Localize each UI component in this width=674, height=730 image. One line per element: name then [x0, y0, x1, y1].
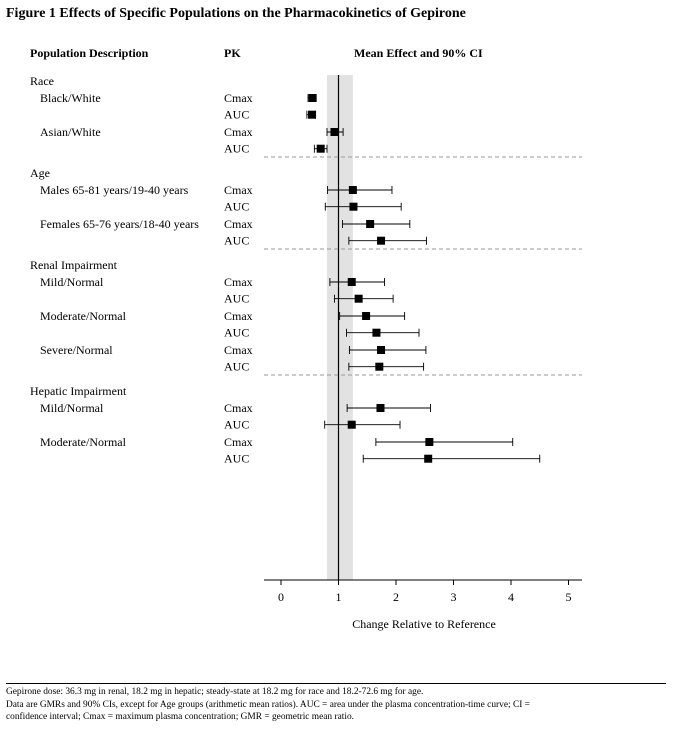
pk-label: Cmax	[224, 217, 253, 231]
pk-label: Cmax	[224, 435, 253, 449]
subgroup-label: Moderate/Normal	[40, 309, 127, 323]
point-estimate	[372, 328, 381, 337]
header-pk: PK	[224, 46, 241, 60]
point-estimate	[354, 294, 363, 303]
forest-plot: Population Description PK Mean Effect and …	[30, 46, 582, 631]
subgroup-label: Males 65-81 years/19-40 years	[40, 183, 189, 197]
pk-label: Cmax	[224, 91, 253, 105]
x-tick-label: 1	[336, 590, 342, 604]
point-estimate	[347, 278, 356, 286]
pk-label: AUC	[224, 418, 249, 432]
pk-label: Cmax	[224, 125, 253, 139]
point-estimate	[366, 220, 375, 228]
footnote-data: Data are GMRs and 90% CIs, except for Ag…	[6, 700, 530, 710]
point-estimate	[424, 454, 433, 463]
footnote-dose: Gepirone dose: 36.3 mg in renal, 18.2 mg…	[6, 687, 424, 697]
subgroup-label: Severe/Normal	[40, 343, 113, 357]
x-tick-label: 2	[393, 590, 399, 604]
point-estimate	[349, 202, 358, 211]
point-estimate	[316, 144, 325, 153]
point-estimate	[425, 438, 434, 446]
x-axis-label: Change Relative to Reference	[352, 617, 496, 631]
pk-label: AUC	[224, 360, 249, 374]
x-tick-label: 3	[451, 590, 457, 604]
footnote-abbreviations: confidence interval; Cmax = maximum plas…	[6, 712, 354, 722]
point-estimate	[330, 128, 339, 136]
point-estimate	[362, 312, 371, 320]
pk-label: Cmax	[224, 343, 253, 357]
pk-label: AUC	[224, 326, 249, 340]
pk-label: AUC	[224, 234, 249, 248]
header-population: Population Description	[30, 46, 149, 60]
pk-label: AUC	[224, 108, 249, 122]
pk-label: Cmax	[224, 275, 253, 289]
pk-label: AUC	[224, 452, 249, 466]
pk-label: Cmax	[224, 183, 253, 197]
header-effect: Mean Effect and 90% CI	[354, 46, 483, 60]
figure-title: Figure 1 Effects of Specific Populations…	[6, 6, 466, 21]
x-tick-label: 5	[566, 590, 572, 604]
subgroup-label: Asian/White	[40, 125, 101, 139]
point-estimate	[308, 94, 317, 102]
x-tick-label: 4	[508, 590, 514, 604]
group-label: Age	[30, 166, 50, 180]
point-estimate	[377, 236, 386, 245]
pk-label: Cmax	[224, 401, 253, 415]
group-label: Renal Impairment	[30, 258, 118, 272]
point-estimate	[347, 420, 356, 429]
reference-band	[327, 75, 353, 580]
group-label: Race	[30, 74, 54, 88]
point-estimate	[375, 362, 384, 371]
subgroup-label: Black/White	[40, 91, 101, 105]
footnote-divider	[6, 683, 666, 684]
point-estimate	[348, 186, 357, 194]
point-estimate	[376, 404, 385, 412]
subgroup-label: Mild/Normal	[40, 401, 104, 415]
pk-label: Cmax	[224, 309, 253, 323]
subgroup-label: Moderate/Normal	[40, 435, 127, 449]
point-estimate	[377, 346, 386, 354]
subgroup-label: Females 65-76 years/18-40 years	[40, 217, 199, 231]
pk-label: AUC	[224, 292, 249, 306]
point-estimate	[308, 110, 317, 119]
group-label: Hepatic Impairment	[30, 384, 127, 398]
pk-label: AUC	[224, 200, 249, 214]
pk-label: AUC	[224, 142, 249, 156]
x-tick-label: 0	[278, 590, 284, 604]
subgroup-label: Mild/Normal	[40, 275, 104, 289]
